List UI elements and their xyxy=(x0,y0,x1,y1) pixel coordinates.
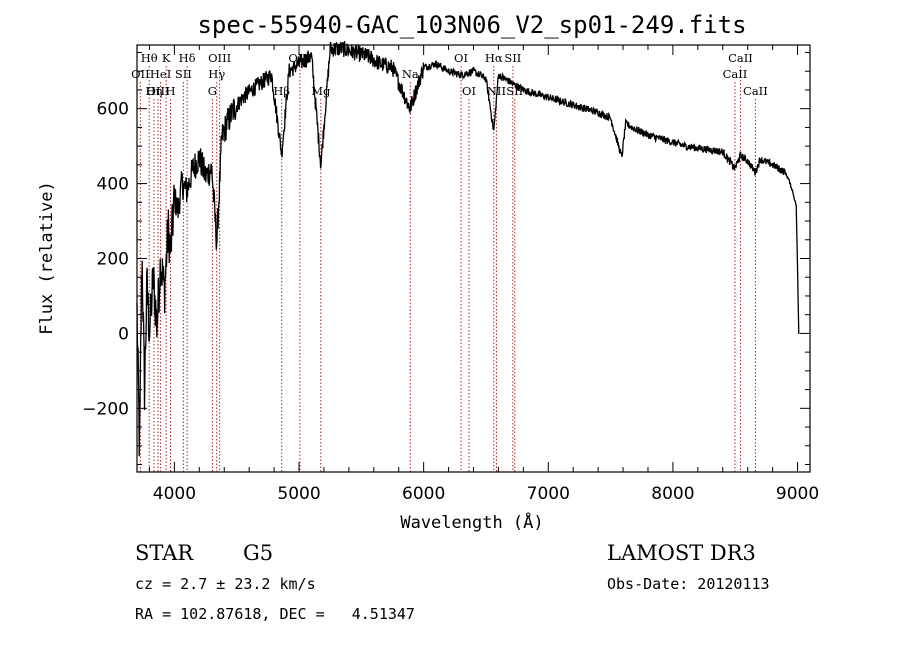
y-tick-label: 600 xyxy=(97,100,129,120)
line-label: Na xyxy=(402,67,419,81)
y-tick-label: 0 xyxy=(118,324,129,344)
line-markers xyxy=(139,66,756,472)
x-axis-ticks: 4000 5000 6000 7000 8000 9000 xyxy=(148,45,819,504)
object-subclass: G5 xyxy=(243,541,273,565)
line-label: SII xyxy=(504,51,521,65)
obs-date: Obs-Date: 20120113 xyxy=(607,575,770,593)
line-label: OIII xyxy=(208,51,231,65)
line-label: OIII xyxy=(147,84,170,98)
line-label: OI xyxy=(454,51,468,65)
line-label: OII xyxy=(131,67,150,81)
y-tick-label: −200 xyxy=(82,399,129,419)
x-tick-label: 4000 xyxy=(153,484,196,504)
line-label: Hδ xyxy=(179,51,196,65)
x-axis-label: Wavelength (Å) xyxy=(400,511,543,533)
line-label: Hη xyxy=(145,84,162,98)
line-label: G xyxy=(208,84,217,98)
object-class: STAR xyxy=(135,541,194,565)
chart-title: spec-55940-GAC_103N06_V2_sp01-249.fits xyxy=(197,11,746,39)
line-label: Hα xyxy=(485,51,503,65)
x-tick-label: 5000 xyxy=(277,484,320,504)
y-tick-label: 200 xyxy=(97,250,129,270)
line-label: SII xyxy=(175,67,192,81)
x-tick-label: 8000 xyxy=(651,484,694,504)
y-axis-ticks: −200 0 200 400 600 xyxy=(82,51,810,466)
x-tick-label: 9000 xyxy=(776,484,819,504)
line-label: OI xyxy=(462,84,476,98)
line-label: CaII xyxy=(723,67,748,81)
x-tick-label: 7000 xyxy=(527,484,570,504)
survey-name: LAMOST DR3 xyxy=(607,541,756,565)
line-label: NII xyxy=(487,84,506,98)
coordinates: RA = 102.87618, DEC = 4.51347 xyxy=(135,605,415,623)
y-tick-label: 400 xyxy=(97,175,129,195)
line-label: HeI xyxy=(150,67,171,81)
redshift-text: cz = 2.7 ± 23.2 km/s xyxy=(135,575,316,593)
x-tick-label: 6000 xyxy=(402,484,445,504)
y-axis-label: Flux (relative) xyxy=(37,181,57,335)
line-label: CaII xyxy=(728,51,753,65)
line-label: K xyxy=(162,51,171,65)
spectrum-line xyxy=(136,40,800,457)
line-label: Hθ xyxy=(141,51,158,65)
line-label: H xyxy=(166,84,176,98)
line-label: Hγ xyxy=(208,67,225,81)
line-label: CaII xyxy=(743,84,768,98)
